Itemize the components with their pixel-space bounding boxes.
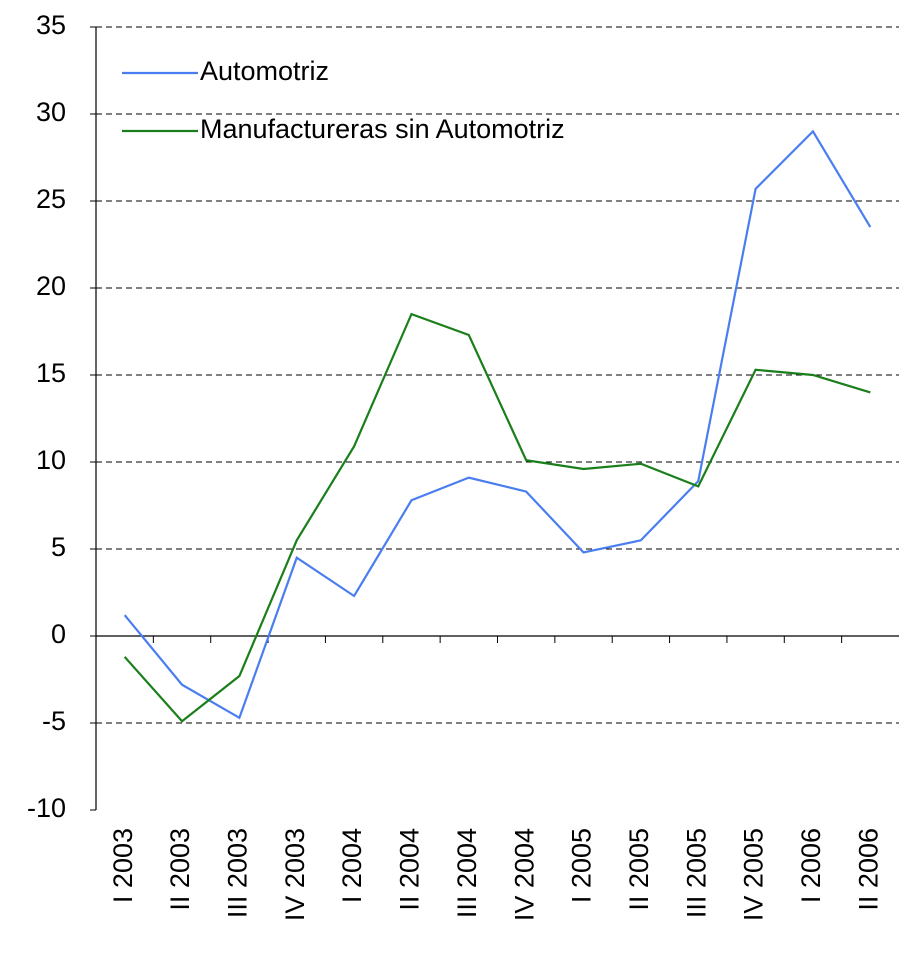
x-tick-label: IV 2003	[280, 828, 310, 921]
y-tick-label: 5	[51, 532, 66, 562]
line-series	[125, 131, 871, 717]
x-tick-label: III 2003	[223, 828, 253, 918]
y-tick-label: 15	[36, 358, 66, 388]
x-tick-label: I 2005	[567, 828, 597, 903]
x-tick-label: II 2005	[624, 828, 654, 911]
x-tick-label: I 2004	[337, 828, 367, 903]
legend-label: Manufactureras sin Automotriz	[200, 114, 565, 144]
y-tick-label: 0	[51, 619, 66, 649]
x-tick-label: I 2003	[108, 828, 138, 903]
y-tick-label: 10	[36, 445, 66, 475]
y-tick-label: -10	[27, 793, 66, 823]
y-tick-label: -5	[42, 706, 66, 736]
chart: -10 -5 0 5 10 15 20 25 30 35 I 2003 II 2003 III 2003…	[0, 0, 899, 974]
x-tick-label: II 2004	[395, 828, 425, 911]
x-tick-label: III 2005	[681, 828, 711, 918]
x-tick-label: II 2003	[165, 828, 195, 911]
y-tick-label: 20	[36, 271, 66, 301]
y-tick-label: 30	[36, 97, 66, 127]
y-tick-label: 35	[36, 10, 66, 40]
page: {"chart_data": {"type": "line", "categor…	[0, 0, 899, 974]
y-tick-label: 25	[36, 184, 66, 214]
x-tick-label: II 2006	[853, 828, 883, 911]
x-tick-label: IV 2005	[739, 828, 769, 921]
legend-label: Automotriz	[200, 56, 329, 86]
x-tick-label: III 2004	[452, 828, 482, 918]
x-tick-label: I 2006	[796, 828, 826, 903]
x-tick-label: IV 2004	[509, 828, 539, 921]
